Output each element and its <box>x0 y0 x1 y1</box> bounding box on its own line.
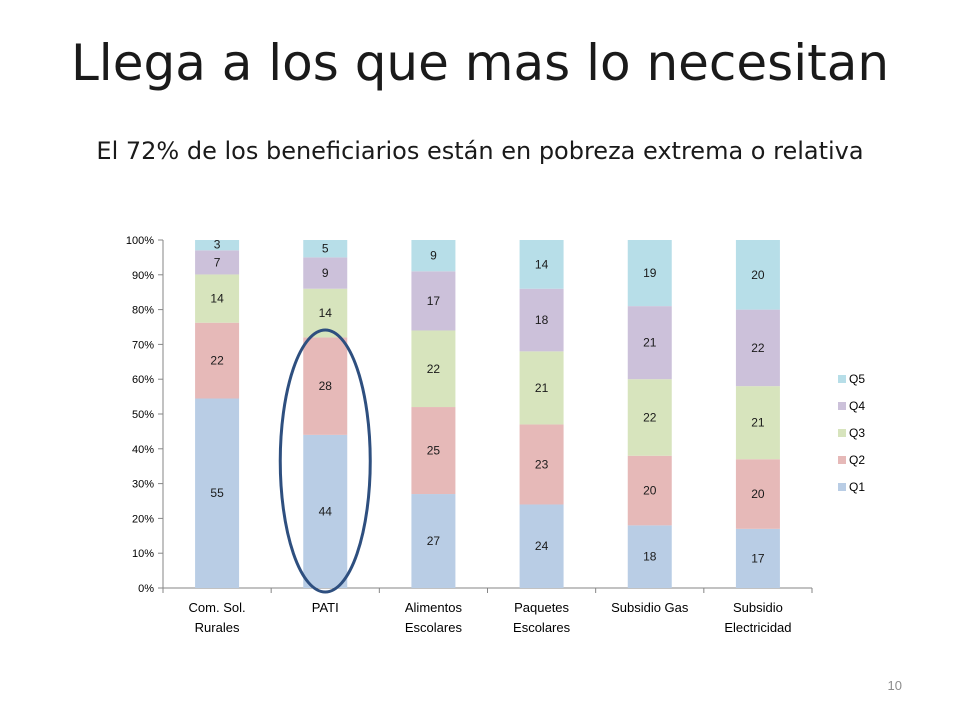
data-label: 3 <box>214 237 221 251</box>
bar-segment-q5 <box>303 240 348 258</box>
data-label: 22 <box>427 362 441 376</box>
data-label: 25 <box>427 444 441 458</box>
y-tick-label: 10% <box>132 548 154 560</box>
data-label: 21 <box>643 336 657 350</box>
bar-segment-q4 <box>627 306 672 380</box>
bar-segment-q2 <box>627 455 672 526</box>
slide-subtitle: El 72% de los beneficiarios están en pob… <box>96 137 864 165</box>
bar-segment-q2 <box>519 424 564 505</box>
legend-swatch-q1 <box>838 483 846 491</box>
data-label: 9 <box>430 249 437 263</box>
data-label: 17 <box>751 551 765 565</box>
data-label: 21 <box>751 416 765 430</box>
data-label: 9 <box>322 266 329 280</box>
y-tick-label: 70% <box>132 339 154 351</box>
y-tick-label: 0% <box>138 583 154 595</box>
x-tick-label: Alimentos <box>405 600 463 615</box>
bar-segment-q3 <box>411 330 456 408</box>
data-label: 14 <box>535 257 549 271</box>
legend-swatch-q3 <box>838 429 846 437</box>
slide-number: 10 <box>887 678 902 693</box>
bar-segment-q4 <box>195 250 240 275</box>
data-label: 14 <box>210 292 224 306</box>
bar-segment-q4 <box>411 271 456 331</box>
legend-label-q2: Q2 <box>849 453 865 467</box>
x-tick-label: Escolares <box>513 620 571 635</box>
bar-segment-q1 <box>735 528 780 588</box>
bar-segment-q2 <box>195 322 240 399</box>
data-label: 55 <box>210 486 224 500</box>
x-tick-label: Com. Sol. <box>189 600 246 615</box>
bar-segment-q1 <box>411 494 456 588</box>
x-tick-label: PATI <box>312 600 339 615</box>
data-label: 7 <box>214 255 221 269</box>
legend-label-q1: Q1 <box>849 480 865 494</box>
slide-title: Llega a los que mas lo necesitan <box>70 34 890 92</box>
bar-segment-q5 <box>627 240 672 307</box>
data-label: 22 <box>751 341 765 355</box>
data-label: 44 <box>319 504 333 518</box>
x-tick-label: Subsidio Gas <box>611 600 689 615</box>
legend-label-q3: Q3 <box>849 426 865 440</box>
x-tick-label: Paquetes <box>514 600 569 615</box>
data-label: 20 <box>643 484 657 498</box>
data-label: 22 <box>643 410 657 424</box>
data-label: 24 <box>535 539 549 553</box>
x-tick-label: Subsidio <box>733 600 783 615</box>
x-tick-label: Escolares <box>405 620 463 635</box>
legend-swatch-q2 <box>838 456 846 464</box>
data-label: 18 <box>535 313 549 327</box>
data-label: 5 <box>322 242 329 256</box>
data-label: 19 <box>643 266 657 280</box>
bar-segment-q2 <box>411 407 456 495</box>
bar-segment-q1 <box>195 398 240 588</box>
bar-segment-q4 <box>735 309 780 387</box>
y-tick-label: 30% <box>132 479 154 491</box>
data-label: 22 <box>210 354 224 368</box>
y-tick-label: 90% <box>132 270 154 282</box>
y-tick-label: 60% <box>132 374 154 386</box>
data-label: 20 <box>751 268 765 282</box>
data-label: 14 <box>319 306 333 320</box>
bar-segment-q5 <box>519 240 564 289</box>
bar-segment-q2 <box>303 337 348 435</box>
data-label: 17 <box>427 294 441 308</box>
data-label: 20 <box>751 487 765 501</box>
bar-segment-q5 <box>735 240 780 310</box>
data-label: 27 <box>427 534 441 548</box>
legend-swatch-q5 <box>838 375 846 383</box>
legend-swatch-q4 <box>838 402 846 410</box>
bar-segment-q3 <box>195 274 240 323</box>
bar-segment-q4 <box>303 257 348 289</box>
x-tick-label: Electricidad <box>724 620 791 635</box>
legend-label-q5: Q5 <box>849 372 865 386</box>
data-label: 18 <box>643 550 657 564</box>
x-tick-label: Rurales <box>195 620 240 635</box>
bar-segment-q1 <box>303 434 348 588</box>
data-label: 23 <box>535 457 549 471</box>
bar-segment-q4 <box>519 288 564 352</box>
y-tick-label: 100% <box>126 235 154 247</box>
bar-segment-q5 <box>411 240 456 272</box>
bar-segment-q3 <box>627 379 672 456</box>
data-label: 21 <box>535 381 549 395</box>
y-tick-label: 50% <box>132 409 154 421</box>
y-tick-label: 80% <box>132 305 154 317</box>
highlight-ellipse <box>278 328 372 594</box>
bar-segment-q1 <box>519 504 564 588</box>
y-tick-label: 40% <box>132 444 154 456</box>
bar-segment-q2 <box>735 459 780 529</box>
legend-label-q4: Q4 <box>849 399 865 413</box>
bar-segment-q5 <box>195 240 240 251</box>
y-tick-label: 20% <box>132 513 154 525</box>
bar-segment-q1 <box>627 525 672 588</box>
bar-segment-q3 <box>519 351 564 425</box>
data-label: 28 <box>319 379 333 393</box>
bar-segment-q3 <box>735 386 780 460</box>
